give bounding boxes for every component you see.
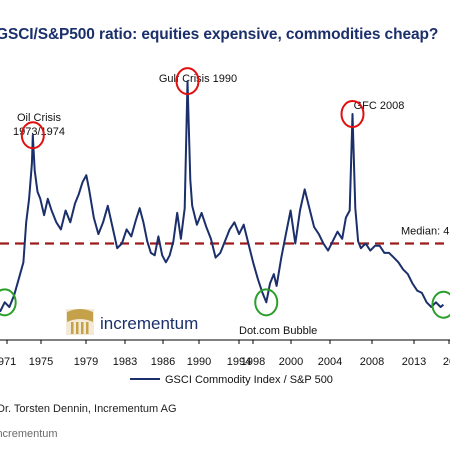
footer-brand: incrementum [0, 428, 58, 440]
trough-marker [0, 288, 17, 317]
x-tick-label: 2008 [360, 356, 384, 368]
median-label: Median: 4. [401, 225, 450, 237]
logo-text: incrementum [100, 314, 198, 333]
logo: incrementum [66, 309, 198, 335]
x-tick-label: 1990 [187, 356, 211, 368]
trough-marker [254, 288, 279, 317]
legend-label: GSCI Commodity Index / S&P 500 [165, 374, 333, 386]
annotation-label: Dot.com Bubble [239, 325, 317, 337]
x-tick-label: 1983 [113, 356, 137, 368]
legend: GSCI Commodity Index / S&P 500 [130, 374, 333, 386]
x-tick-label: 1998 [241, 356, 265, 368]
series-line [0, 80, 445, 313]
x-tick-label: 1975 [29, 356, 53, 368]
page-title: GSCI/S&P500 ratio: equities expensive, c… [0, 26, 439, 43]
trough-marker [431, 290, 450, 319]
x-tick-label: 1994 [227, 356, 251, 368]
annotation-label: Oil Crisis [17, 112, 61, 124]
x-tick-label: 2004 [318, 356, 342, 368]
x-tick-label: 971 [0, 356, 16, 368]
x-tick-label: 20 [443, 356, 450, 368]
peak-marker [340, 100, 365, 129]
source-text: Dr. Torsten Dennin, Incrementum AG [0, 403, 177, 415]
x-tick-label: 2013 [402, 356, 426, 368]
annotation-label: GFC 2008 [354, 100, 405, 112]
peak-marker [175, 67, 200, 96]
peak-marker [20, 121, 45, 150]
x-tick-label: 2000 [279, 356, 303, 368]
x-tick-label: 1979 [74, 356, 98, 368]
x-tick-label: 1986 [151, 356, 175, 368]
incrementum-logo-icon [66, 309, 94, 335]
annotation-label: 1973/1974 [13, 126, 65, 138]
